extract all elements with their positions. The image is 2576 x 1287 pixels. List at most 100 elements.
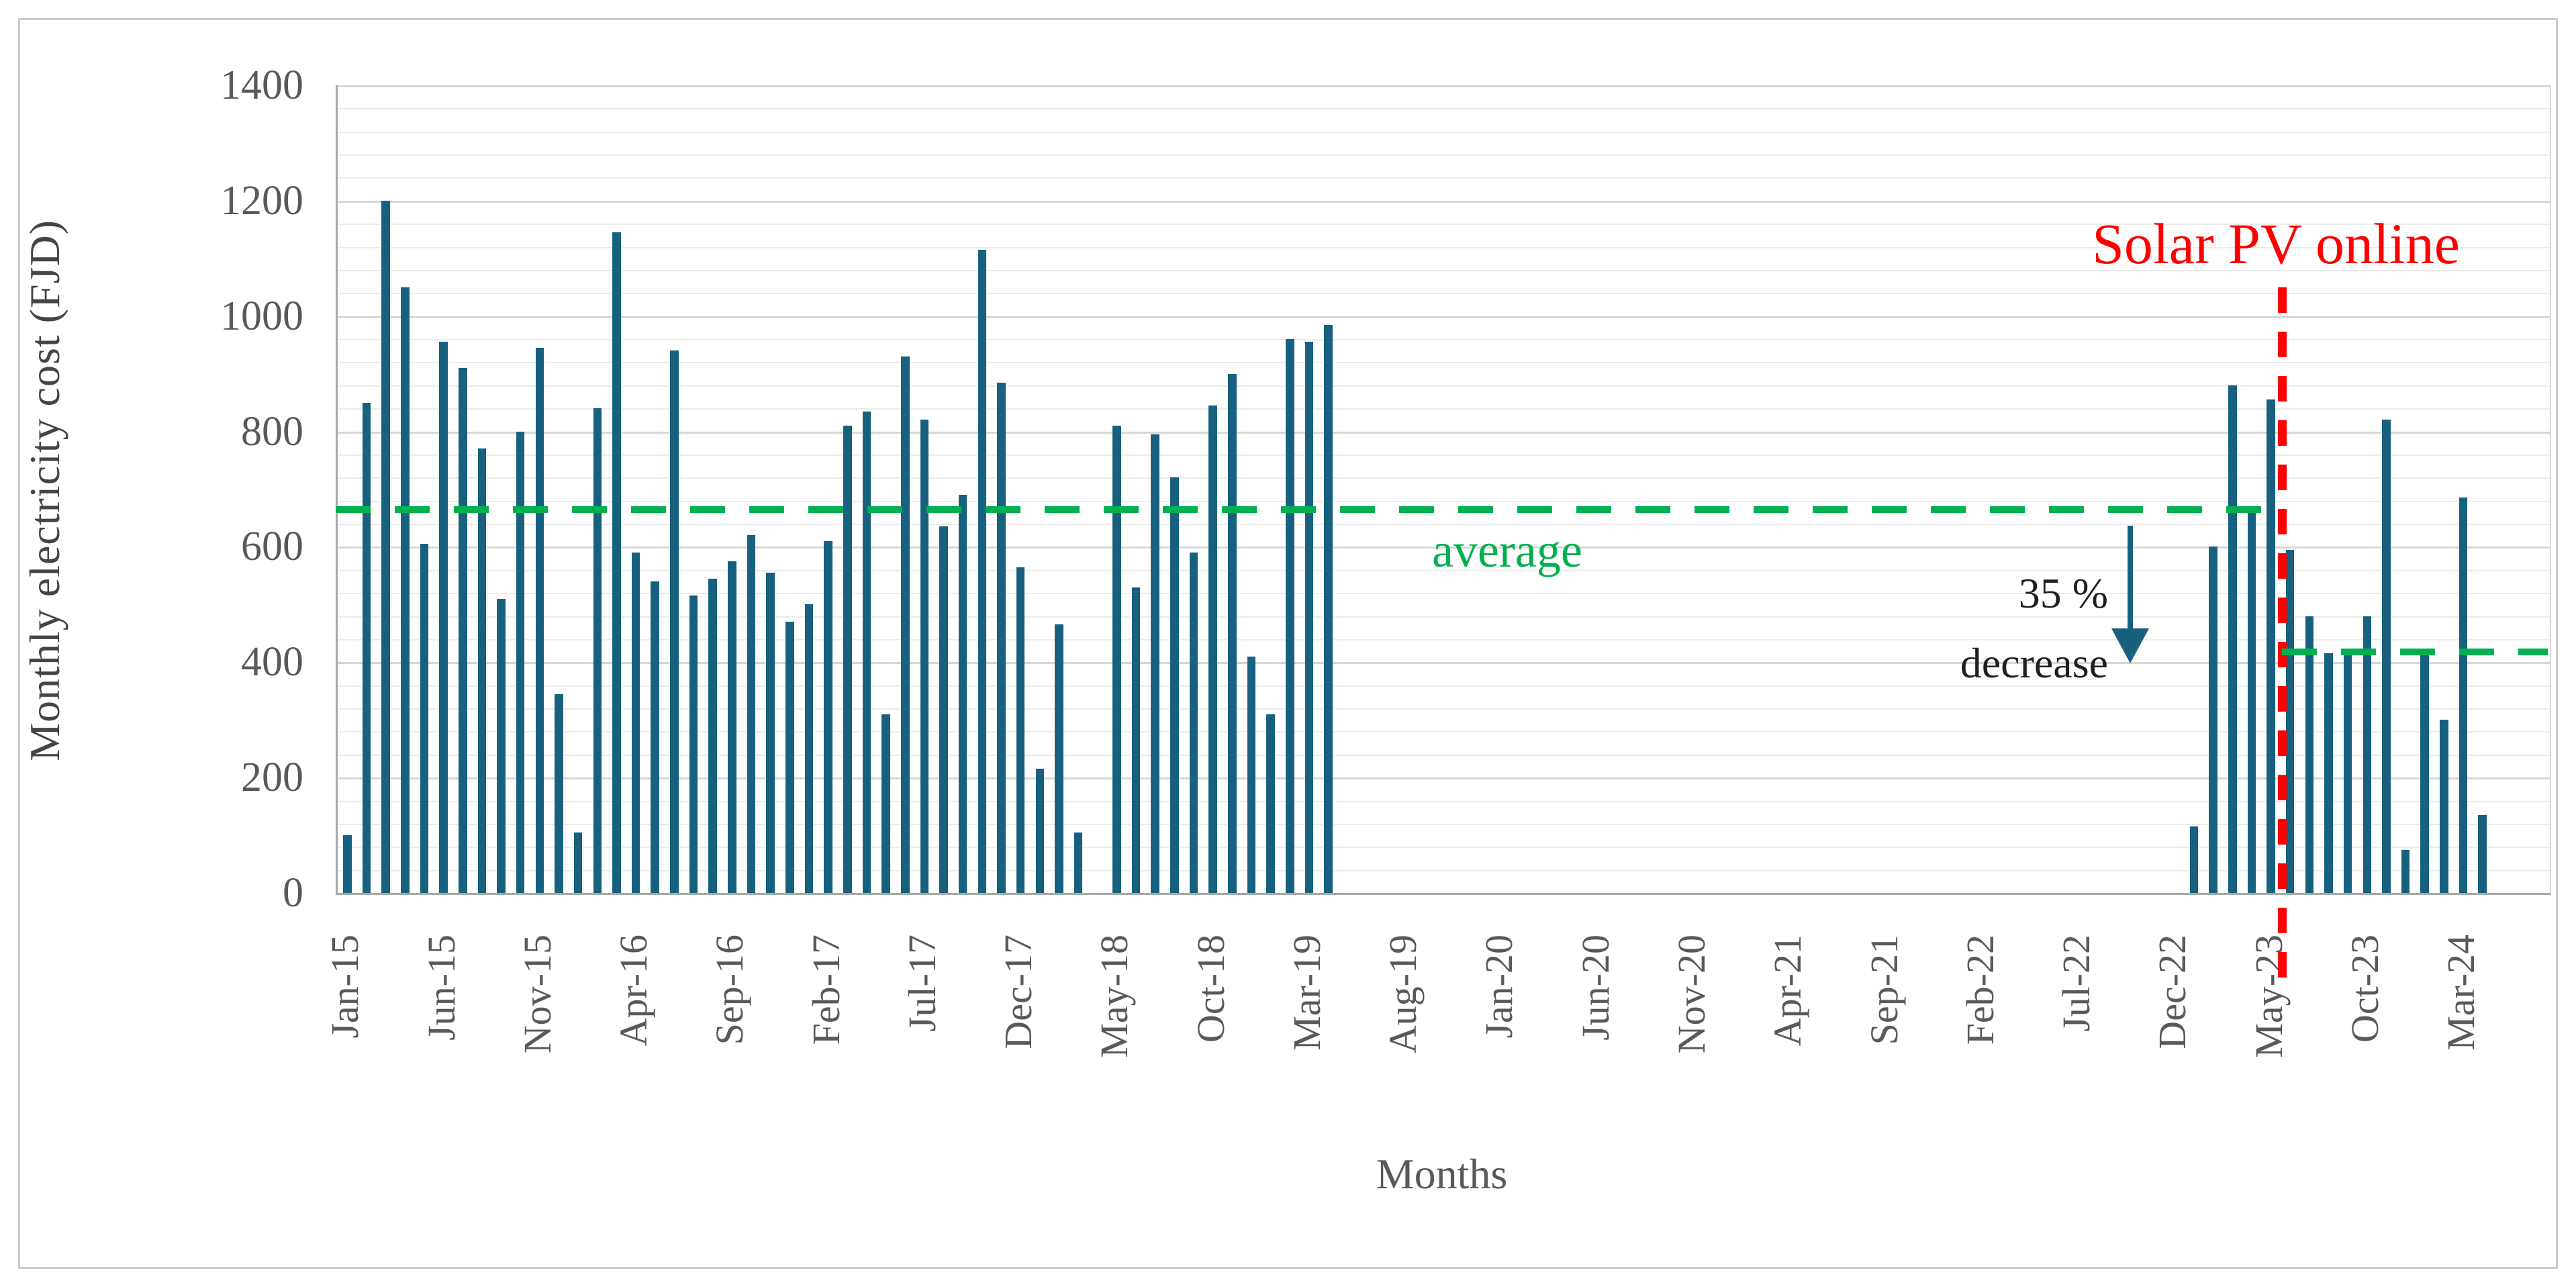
major-gridline [338, 200, 2550, 203]
bar-Sep-18 [1189, 553, 1198, 893]
x-tick-Feb-22: Feb-22 [1958, 935, 2002, 1045]
minor-gridline [338, 224, 2550, 226]
y-tick-800: 800 [241, 408, 303, 455]
y-axis-title: Monthly electricity cost (FJD) [20, 121, 70, 859]
bar-Oct-16 [747, 535, 756, 893]
bar-Jun-16 [670, 350, 679, 893]
minor-gridline [338, 524, 2550, 526]
bar-Mar-23 [2228, 385, 2237, 893]
x-tick-Oct-18: Oct-18 [1188, 935, 1233, 1043]
x-tick-Nov-15: Nov-15 [515, 935, 559, 1054]
average-line-post-solar [2281, 648, 2548, 655]
decrease-annotation-line2: decrease [1960, 639, 2108, 687]
major-gridline [338, 85, 2550, 87]
bar-Aug-17 [939, 526, 948, 893]
minor-gridline [338, 500, 2550, 502]
minor-gridline [338, 108, 2550, 110]
average-line-pre-solar [336, 506, 2282, 514]
bar-Oct-18 [1208, 405, 1217, 893]
bar-Feb-16 [593, 408, 602, 893]
bar-May-16 [651, 581, 660, 893]
y-axis-title-text: Monthly electricity cost (FJD) [21, 219, 68, 761]
bar-Nov-23 [2382, 420, 2391, 893]
bar-Jun-15 [439, 342, 448, 893]
minor-gridline [338, 593, 2550, 595]
bar-Jan-18 [1035, 769, 1045, 893]
minor-gridline [338, 454, 2550, 456]
bar-Jul-18 [1151, 434, 1159, 893]
bar-Jul-23 [2305, 616, 2314, 893]
bar-Nov-16 [766, 573, 775, 893]
bar-Sep-16 [728, 561, 736, 893]
minor-gridline [338, 800, 2550, 802]
x-tick-Apr-16: Apr-16 [612, 935, 656, 1047]
x-tick-Mar-19: Mar-19 [1284, 935, 1329, 1051]
minor-gridline [338, 339, 2550, 341]
minor-gridline [338, 385, 2550, 387]
bar-Mar-24 [2459, 497, 2468, 893]
bar-Apr-16 [631, 553, 640, 893]
y-tick-600: 600 [241, 524, 303, 570]
average-line-label: average [1432, 524, 1582, 578]
major-gridline [338, 777, 2550, 780]
x-tick-Aug-19: Aug-19 [1381, 935, 1425, 1054]
minor-gridline [338, 269, 2550, 271]
bar-Aug-23 [2324, 653, 2333, 893]
minor-gridline [338, 131, 2550, 133]
plot-area [336, 85, 2551, 895]
bar-Jun-23 [2285, 549, 2295, 893]
bar-Dec-16 [785, 622, 794, 893]
bar-Nov-15 [535, 347, 544, 893]
bar-Sep-15 [497, 598, 506, 893]
x-axis-title: Months [1376, 1150, 1508, 1198]
decrease-annotation-line1: 35 % [2018, 569, 2108, 617]
bar-Oct-15 [516, 431, 525, 893]
x-tick-Jun-20: Jun-20 [1573, 935, 1617, 1041]
x-tick-Sep-16: Sep-16 [708, 935, 752, 1045]
x-tick-Dec-17: Dec-17 [996, 935, 1041, 1049]
major-gridline [338, 546, 2550, 549]
bar-May-15 [420, 544, 429, 893]
bar-Jan-19 [1266, 714, 1275, 893]
bar-Jan-16 [573, 832, 583, 893]
bar-Oct-23 [2363, 616, 2372, 893]
minor-gridline [338, 477, 2550, 479]
bar-Mar-19 [1304, 342, 1314, 893]
x-tick-Sep-21: Sep-21 [1862, 935, 1906, 1045]
bar-Apr-15 [400, 287, 410, 893]
minor-gridline [338, 685, 2550, 687]
bar-Dec-17 [1016, 567, 1025, 893]
minor-gridline [338, 154, 2550, 156]
x-tick-Jan-20: Jan-20 [1477, 935, 1521, 1039]
x-tick-Jul-17: Jul-17 [900, 935, 944, 1032]
y-tick-0: 0 [283, 870, 303, 916]
bar-Dec-18 [1247, 656, 1256, 893]
x-tick-Dec-22: Dec-22 [2150, 935, 2195, 1049]
x-tick-Jan-15: Jan-15 [323, 935, 367, 1039]
decrease-annotation: 35 % decrease [1772, 559, 2108, 698]
minor-gridline [338, 408, 2550, 410]
minor-gridline [338, 731, 2550, 733]
bar-Sep-23 [2343, 651, 2352, 893]
bar-Feb-24 [2440, 720, 2448, 893]
minor-gridline [338, 638, 2550, 640]
solar-pv-online-label: Solar PV online [2092, 211, 2460, 276]
bar-Mar-17 [843, 425, 852, 893]
decrease-arrow-head [2111, 628, 2149, 663]
x-tick-Mar-24: Mar-24 [2439, 935, 2483, 1051]
y-tick-1400: 1400 [220, 62, 303, 108]
bar-Nov-18 [1228, 373, 1237, 893]
bar-Jul-16 [689, 595, 698, 893]
bar-Jul-15 [458, 368, 467, 893]
y-tick-1200: 1200 [220, 177, 303, 224]
y-tick-400: 400 [241, 639, 303, 685]
bar-Feb-23 [2209, 546, 2217, 893]
major-gridline [338, 431, 2550, 434]
major-gridline [338, 662, 2550, 665]
bar-May-18 [1112, 425, 1121, 893]
x-tick-Nov-20: Nov-20 [1669, 935, 1713, 1054]
minor-gridline [338, 823, 2550, 825]
bar-Apr-24 [2478, 815, 2487, 893]
bar-Nov-17 [997, 382, 1006, 893]
y-tick-1000: 1000 [220, 293, 303, 339]
